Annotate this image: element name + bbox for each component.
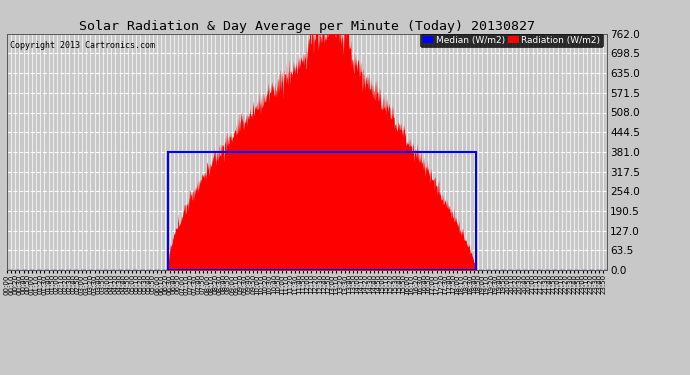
Text: Copyright 2013 Cartronics.com: Copyright 2013 Cartronics.com	[10, 41, 155, 50]
Legend: Median (W/m2), Radiation (W/m2): Median (W/m2), Radiation (W/m2)	[420, 33, 602, 47]
Bar	[168, 152, 476, 270]
Title: Solar Radiation & Day Average per Minute (Today) 20130827: Solar Radiation & Day Average per Minute…	[79, 20, 535, 33]
